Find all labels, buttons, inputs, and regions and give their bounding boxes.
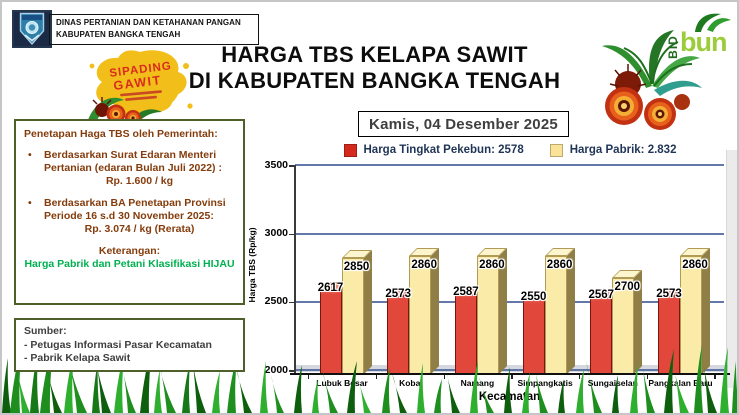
bar-harga-tingkat-pekebun-namang xyxy=(454,285,485,374)
info-bullet-2-text: Berdasarkan BA Penetapan Provinsi Period… xyxy=(44,197,226,222)
bar-harga-pabrik-pangkalan-baru xyxy=(680,248,710,374)
info-bullet-1: • Berdasarkan Surat Edaran Menteri Perta… xyxy=(24,149,235,188)
legend-swatch-red xyxy=(343,143,357,157)
x-axis-title: Kecamatan xyxy=(478,391,541,403)
bar-harga-tingkat-pekebun-koba xyxy=(387,287,418,374)
leaf-shape xyxy=(88,97,124,122)
bar-value-label: 2573 xyxy=(385,287,411,300)
page-title: HARGA TBS KELAPA SAWIT DI KABUPATEN BANG… xyxy=(177,42,572,94)
bidbun-bun-text: bun xyxy=(680,27,727,57)
sipading-gawit-logo: SIPADING GAWIT xyxy=(88,50,193,128)
bidbun-bid-text: BID xyxy=(666,35,680,59)
y-tick-mark xyxy=(289,233,295,236)
source-panel: Sumber: - Petugas Informasi Pasar Kecama… xyxy=(14,318,245,372)
agency-name-line2: KABUPATEN BANGKA TENGAH xyxy=(56,29,181,39)
palm-fruit-illustration xyxy=(602,30,702,130)
agency-logo xyxy=(12,10,52,48)
bar-harga-pabrik-namang xyxy=(476,248,507,374)
gridline-3000 xyxy=(295,232,724,235)
bar-value-label: 2573 xyxy=(656,287,682,300)
y-tick-label: 2500 xyxy=(264,295,288,308)
x-tick-mark xyxy=(375,374,378,379)
bar-value-label: 2860 xyxy=(411,259,437,272)
palm-fruit-cut-small xyxy=(644,98,676,130)
source-item-2: - Pabrik Kelapa Sawit xyxy=(24,352,131,364)
palm-leaves xyxy=(602,30,702,96)
palm-fruit-cut-large xyxy=(605,87,643,125)
x-tick-mark xyxy=(308,374,310,379)
info-bullet-2: • Berdasarkan BA Penetapan Provinsi Peri… xyxy=(24,197,235,236)
x-category-label: Pangkalan Baru xyxy=(648,378,713,388)
bar-harga-tingkat-pekebun-pangkalan-baru xyxy=(658,287,688,374)
source-title: Sumber: xyxy=(24,325,67,337)
info-note-label: Keterangan: xyxy=(98,245,161,257)
bar-value-label: 2860 xyxy=(546,259,573,272)
bar-value-label: 2550 xyxy=(520,290,547,303)
y-tick-label: 3500 xyxy=(264,158,288,171)
agency-name-box: DINAS PERTANIAN DAN KETAHANAN PANGAN KAB… xyxy=(49,14,259,45)
y-tick-label: 3000 xyxy=(264,227,288,240)
bidbun-logo: BID bun xyxy=(665,13,737,65)
bar-value-label: 2567 xyxy=(588,288,615,301)
info-panel-title: Penetapan Haga TBS oleh Pemerintah: xyxy=(24,128,218,140)
gawit-text: GAWIT xyxy=(113,73,163,93)
x-tick-mark xyxy=(443,374,445,379)
bar-harga-pabrik-lubuk-besar xyxy=(341,249,372,374)
legend-swatch-yellow xyxy=(549,143,563,157)
bar-harga-pabrik-simpangkatis xyxy=(544,248,575,374)
x-category-label: Lubuk Besar xyxy=(316,378,368,388)
legend-label-pekebun: Harga Tingkat Pekebun: 2578 xyxy=(363,144,524,156)
date-box: Kamis, 04 Desember 2025 xyxy=(358,111,569,137)
gridline-2500 xyxy=(295,300,724,303)
date-text: Kamis, 04 Desember 2025 xyxy=(369,115,558,133)
y-tick-label: 2000 xyxy=(264,363,288,376)
info-bullet-1-text: Berdasarkan Surat Edaran Menteri Pertani… xyxy=(44,149,222,174)
bar-value-label: 2860 xyxy=(479,259,505,272)
info-bullet-2-value: Rp. 3.074 / kg (Rerata) xyxy=(84,223,195,235)
info-note-text: Harga Pabrik dan Petani Klasifikasi HIJA… xyxy=(24,258,235,270)
x-category-label: Sungaiselan xyxy=(587,378,638,388)
bar-harga-tingkat-pekebun-sungaiselan xyxy=(590,288,621,374)
info-bullet-1-value: Rp. 1.600 / kg xyxy=(105,175,174,187)
legend-item-pekebun: Harga Tingkat Pekebun: 2578 xyxy=(343,143,524,157)
source-item-1: - Petugas Informasi Pasar Kecamatan xyxy=(24,338,212,351)
x-category-label: Namang xyxy=(460,378,495,388)
bidbun-leaves-icon xyxy=(695,13,731,32)
y-axis-title: Harga TBS (Rp/kg) xyxy=(247,227,257,303)
page-title-line2: DI KABUPATEN BANGKA TENGAH xyxy=(188,68,561,93)
bar-value-label: 2700 xyxy=(614,281,641,294)
bar-harga-pabrik-koba xyxy=(409,248,440,374)
page-title-line1: HARGA TBS KELAPA SAWIT xyxy=(221,42,528,67)
chart-legend: Harga Tingkat Pekebun: 2578 Harga Pabrik… xyxy=(292,142,728,158)
x-category-label: Koba xyxy=(399,378,421,388)
legend-label-pabrik: Harga Pabrik: 2.832 xyxy=(569,144,677,156)
y-tick-mark xyxy=(289,370,295,372)
gridline-3500 xyxy=(295,164,724,167)
y-axis-line xyxy=(294,165,296,375)
bar-value-label: 2850 xyxy=(343,260,370,273)
info-panel: Penetapan Haga TBS oleh Pemerintah: • Be… xyxy=(14,119,245,305)
x-axis-line xyxy=(290,373,730,375)
y-tick-mark xyxy=(289,301,295,304)
x-category-label: Simpangkatis xyxy=(517,378,573,388)
agency-name-line1: DINAS PERTANIAN DAN KETAHANAN PANGAN xyxy=(56,18,241,27)
y-tick-mark xyxy=(289,165,295,167)
bar-harga-tingkat-pekebun-simpangkatis xyxy=(522,290,553,374)
bar-value-label: 2587 xyxy=(453,285,479,298)
legend-item-pabrik: Harga Pabrik: 2.832 xyxy=(549,143,677,157)
bar-harga-tingkat-pekebun-lubuk-besar xyxy=(319,281,350,374)
bar-value-label: 2860 xyxy=(682,259,708,272)
bar-value-label: 2617 xyxy=(317,281,344,294)
chart-side-wall xyxy=(726,150,737,388)
